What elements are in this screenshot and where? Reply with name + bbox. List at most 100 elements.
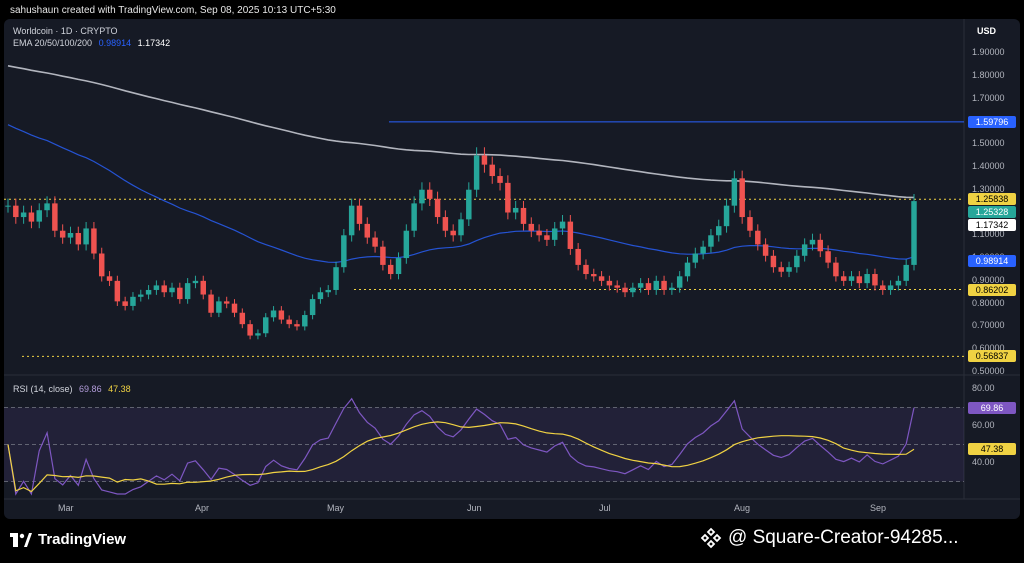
candle-body [380,246,386,265]
time-axis-label: Mar [58,503,74,513]
candle-body [856,276,863,284]
candle-body [395,258,402,275]
price-tag: 0.86202 [968,283,1016,296]
ema-value-gray: 1.17342 [137,38,171,48]
rsi-legend-value: 69.86 [79,384,102,394]
price-tick-label: 0.50000 [972,366,1005,376]
candle-body [278,310,285,320]
price-tick-label: 1.40000 [972,160,1005,171]
time-axis-label: Sep [870,503,887,513]
candle-body [130,296,136,306]
candle-body [184,283,191,300]
rsi-tick-label: 80.00 [972,383,995,393]
candle-body [614,285,620,288]
candle-body [544,235,550,240]
candle-body [637,283,644,288]
candle-body [684,262,691,277]
candle-body [528,223,535,231]
candle-body [411,203,417,231]
candle-body [622,287,628,293]
candle-body [434,198,441,218]
candle-body [255,333,261,336]
chart-canvas[interactable] [4,19,1020,519]
candle-body [36,210,42,222]
candle-body [427,189,433,199]
ema-legend: EMA 20/50/100/200 0.98914 1.17342 [13,38,174,48]
candle-body [419,189,425,204]
time-axis-label: Apr [195,503,210,513]
candle-body [497,176,503,183]
candle-body [239,312,246,325]
price-tick-label: 1.30000 [972,183,1005,194]
candle-body [833,262,839,277]
candle-body [801,244,808,256]
candle-body [903,264,909,281]
binance-logo-icon [700,527,722,549]
chart-panel[interactable]: Worldcoin · 1D · CRYPTO EMA 20/50/100/20… [4,19,1020,519]
candle-body [145,289,152,295]
price-tick-label: 1.80000 [972,69,1005,80]
ema-value-blue: 0.98914 [98,38,132,48]
candle-body [559,221,566,229]
candle-body [895,280,902,286]
candle-body [723,205,730,227]
candle-body [52,203,58,231]
candle-body [551,228,558,240]
candle-body [661,280,667,290]
price-tag: 1.59796 [968,115,1016,128]
price-tag: 1.17342 [968,219,1016,232]
candle-body [247,324,253,336]
rsi-line [7,397,915,496]
currency-label: USD [977,26,997,36]
candle-body [91,228,97,254]
candle-body [44,203,50,211]
tradingview-logo-icon [10,532,32,547]
candle-body [809,239,816,245]
rsi-tick-label: 60.00 [972,420,995,430]
candle-body [138,294,144,297]
candle-body [309,299,316,316]
candle-body [630,287,636,293]
candle-body [75,233,82,245]
candle-body [536,230,542,236]
candle-body [270,310,277,318]
candle-body [817,239,824,252]
candle-body [575,248,581,265]
candle-body [317,292,324,300]
rsi-tag: 47.38 [968,443,1016,456]
candle-body [840,276,847,281]
rsi-tag: 69.86 [968,401,1016,414]
candle-body [911,201,917,265]
candle-body [653,280,659,290]
candle-body [473,155,480,190]
candle-body [286,319,292,325]
rsi-tick-label: 40.00 [972,457,995,467]
symbol-legend: Worldcoin · 1D · CRYPTO [13,26,122,36]
candle-body [567,221,574,249]
candle-body [200,280,206,295]
ema-label: EMA 20/50/100/200 [13,38,93,48]
candle-body [755,230,761,245]
price-tick-label: 0.80000 [972,297,1005,308]
watermark-text: @ Square-Creator-94285... [728,527,959,548]
candle-body [114,280,121,302]
time-axis-label: Jun [467,503,482,513]
candle-body [520,207,527,224]
candle-body [83,228,89,245]
candle-body [872,274,878,286]
candle-body [106,276,113,281]
candle-body [356,205,363,224]
price-tag: 0.56837 [968,350,1016,363]
candle-body [122,301,128,306]
price-tick-label: 1.90000 [972,47,1005,57]
candle-body [223,301,230,304]
candle-body [481,155,488,165]
candle-body [692,253,699,263]
candle-body [864,274,870,284]
ema-200-line [7,65,915,199]
candle-body [177,287,183,300]
candle-body [364,223,371,238]
rsi-legend: RSI (14, close) 69.86 47.38 [13,384,135,394]
attribution-text: sahushaun created with TradingView.com, … [10,5,336,16]
price-tag: 0.98914 [968,254,1016,267]
